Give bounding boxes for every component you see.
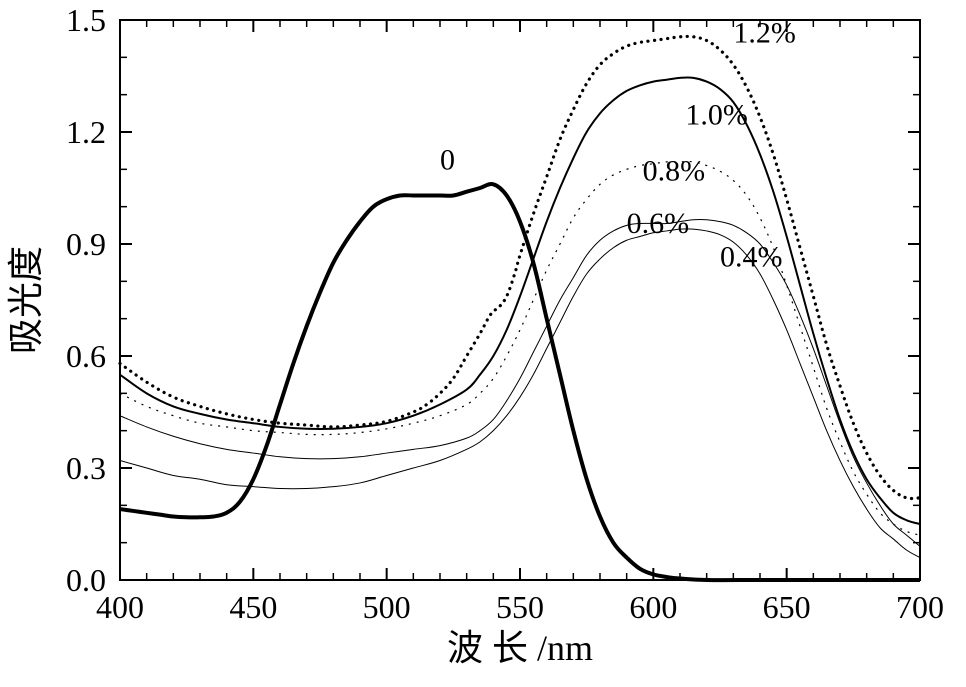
series-label-0.4%: 0.4% — [720, 240, 783, 273]
y-tick-label: 1.2 — [66, 114, 106, 150]
y-tick-label: 0.6 — [66, 338, 106, 374]
y-axis-title: 吸光度 — [6, 246, 46, 354]
plot-frame — [120, 20, 920, 580]
y-tick-label: 1.5 — [66, 2, 106, 38]
series-1.0% — [120, 77, 920, 524]
x-tick-label: 550 — [496, 589, 544, 625]
y-tick-label: 0.3 — [66, 450, 106, 486]
series-label-0: 0 — [440, 143, 455, 176]
series-0.4% — [120, 229, 920, 558]
chart-container: 4004505005506006507000.00.30.60.91.21.50… — [0, 0, 966, 687]
y-tick-label: 0.9 — [66, 226, 106, 262]
chart-svg: 4004505005506006507000.00.30.60.91.21.50… — [0, 0, 966, 687]
x-tick-label: 450 — [229, 589, 277, 625]
series-label-0.8%: 0.8% — [643, 155, 706, 188]
x-tick-label: 600 — [629, 589, 677, 625]
y-tick-label: 0.0 — [66, 562, 106, 598]
x-tick-label: 700 — [896, 589, 944, 625]
series-1.2% — [120, 36, 920, 498]
x-tick-label: 650 — [763, 589, 811, 625]
series-label-0.6%: 0.6% — [627, 207, 690, 240]
series-0.6% — [120, 219, 920, 546]
series-label-1.0%: 1.0% — [685, 99, 748, 132]
series-0 — [120, 184, 920, 580]
x-axis-title: 波 长 /nm — [447, 628, 593, 668]
series-label-1.2%: 1.2% — [733, 16, 796, 49]
x-tick-label: 500 — [363, 589, 411, 625]
